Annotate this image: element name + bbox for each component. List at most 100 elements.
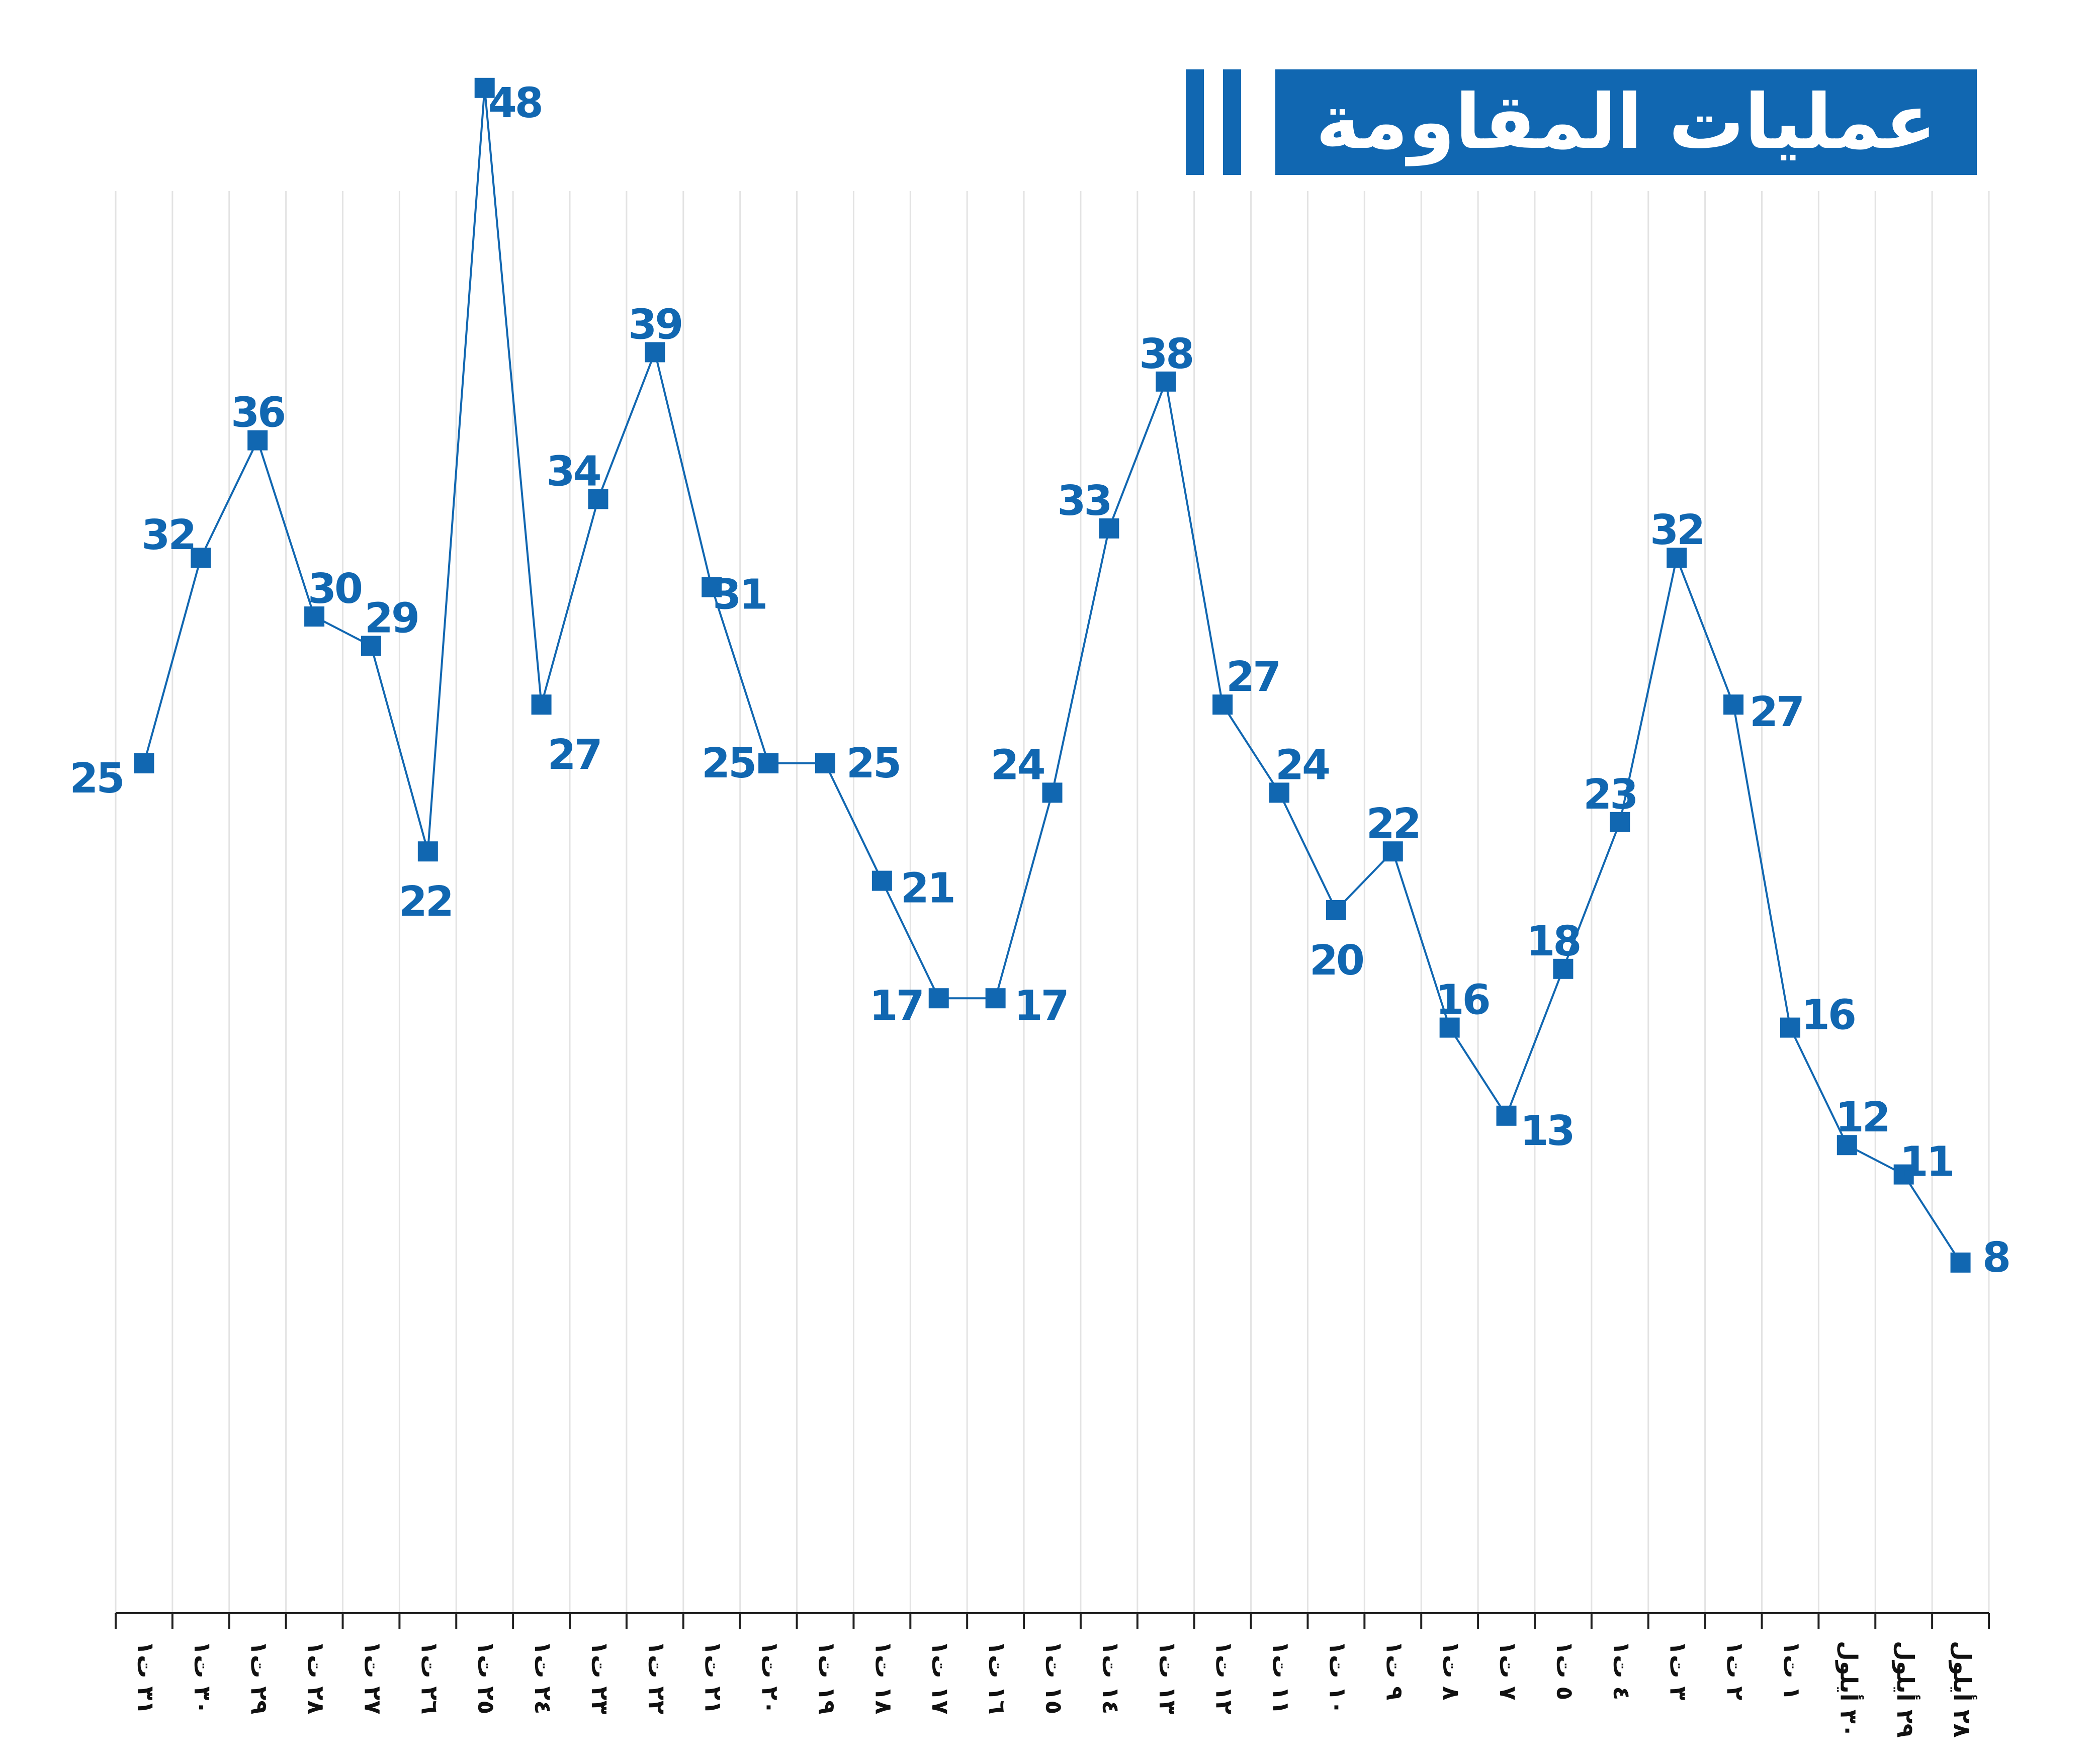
x-tick-label: ١٦ ت١	[984, 1641, 1011, 1714]
data-point-marker	[1382, 841, 1403, 862]
chart-title: عمليات المقاومة	[1316, 78, 1937, 166]
data-point-marker	[1156, 371, 1176, 392]
x-tick-label: ٧ ت١	[1495, 1641, 1522, 1700]
data-value-label: 32	[141, 511, 195, 559]
x-tick-label: ١٤ ت١	[1097, 1641, 1124, 1714]
data-point-marker	[1042, 782, 1063, 803]
data-value-label: 12	[1836, 1094, 1889, 1141]
x-tick-label: ٣٠ أيلول	[1835, 1641, 1864, 1738]
data-point-marker	[134, 753, 154, 773]
data-value-label: 34	[546, 448, 600, 495]
x-tick-label: ٣ ت١	[1665, 1641, 1692, 1700]
data-value-label: 27	[1750, 688, 1803, 736]
data-point-marker	[645, 342, 665, 363]
data-value-label: 24	[1275, 741, 1329, 789]
data-point-marker	[474, 77, 495, 98]
x-tick-label: ٢٤ ت١	[530, 1641, 557, 1714]
x-tick-label: ١٢ ت١	[1211, 1641, 1238, 1714]
data-point-marker	[1326, 900, 1346, 920]
data-value-label: 17	[869, 982, 923, 1030]
x-tick-label: ١٠ ت١	[1324, 1641, 1351, 1714]
data-point-marker	[985, 988, 1006, 1009]
data-point-marker	[247, 430, 268, 451]
data-point-marker	[1893, 1164, 1914, 1185]
data-point-marker	[417, 841, 438, 862]
x-tick-label: ١٩ ت١	[813, 1641, 840, 1714]
data-point-marker	[815, 753, 835, 773]
x-tick-label: ١٧ ت١	[927, 1641, 954, 1714]
data-value-label: 27	[1226, 653, 1279, 701]
data-point-marker	[871, 870, 892, 891]
x-tick-label: ٢٨ ت١	[303, 1641, 330, 1714]
x-tick-label: ٢ ت١	[1722, 1641, 1749, 1700]
chart-title-banner: عمليات المقاومة	[1275, 69, 1977, 175]
data-value-label: 25	[846, 740, 900, 787]
data-value-label: 25	[702, 740, 755, 787]
data-value-label: 25	[69, 755, 123, 803]
data-value-label: 27	[548, 731, 601, 779]
data-point-marker	[702, 577, 722, 597]
title-stripe-right	[1223, 69, 1241, 175]
x-tick-label: ١٥ ت١	[1040, 1641, 1068, 1714]
x-tick-label: ٢٨ أيلول	[1949, 1641, 1977, 1738]
x-tick-label: ٢٢ ت١	[643, 1641, 670, 1714]
data-point-marker	[1496, 1105, 1517, 1126]
data-value-label: 11	[1900, 1138, 1953, 1186]
data-value-label: 30	[308, 565, 362, 613]
data-point-marker	[304, 606, 325, 627]
x-tick-label: ٢٦ ت١	[416, 1641, 443, 1714]
data-point-marker	[588, 489, 608, 509]
data-value-label: 17	[1014, 982, 1068, 1030]
data-value-label: 20	[1309, 937, 1363, 985]
data-value-label: 29	[365, 594, 418, 642]
title-stripe-left	[1186, 69, 1204, 175]
data-point-marker	[361, 636, 381, 656]
data-value-label: 8	[1982, 1234, 2009, 1282]
data-value-label: 36	[231, 389, 284, 437]
data-point-marker	[1610, 812, 1630, 832]
x-tick-label: ١٣ ت١	[1154, 1641, 1181, 1714]
x-tick-label: ٤ ت١	[1608, 1641, 1635, 1700]
data-value-label: 24	[990, 741, 1044, 789]
x-tick-label: ٨ ت١	[1438, 1641, 1465, 1700]
data-point-marker	[1667, 548, 1687, 568]
x-tick-label: ٣١ ت١	[132, 1641, 159, 1714]
x-tick-label: ٢٣ ت١	[586, 1641, 614, 1714]
data-point-marker	[758, 753, 779, 773]
data-value-label: 38	[1139, 330, 1192, 378]
data-point-marker	[1950, 1252, 1971, 1273]
series-line	[143, 87, 1962, 1263]
data-value-label: 39	[628, 301, 681, 348]
data-point-marker	[1269, 782, 1290, 803]
data-value-label: 32	[1650, 506, 1703, 554]
x-tick-label: ٢٥ ت١	[473, 1641, 500, 1714]
data-value-label: 31	[713, 571, 766, 619]
data-point-marker	[191, 548, 211, 568]
data-point-marker	[1212, 694, 1233, 715]
x-tick-label: ١١ ت١	[1268, 1641, 1295, 1714]
x-tick-label: ٢٩ ت١	[246, 1641, 273, 1714]
data-value-label: 22	[1366, 800, 1420, 848]
data-value-label: 13	[1520, 1107, 1573, 1155]
data-value-label: 22	[399, 878, 452, 926]
x-tick-label: ٩ ت١	[1381, 1641, 1408, 1700]
data-value-label: 23	[1583, 771, 1636, 819]
data-value-label: 16	[1436, 977, 1489, 1024]
x-tick-label: ٢٠ ت١	[757, 1641, 784, 1714]
x-tick-label: ١٨ ت١	[870, 1641, 897, 1714]
data-value-label: 18	[1526, 918, 1580, 965]
x-tick-label: ٢١ ت١	[700, 1641, 727, 1714]
data-point-marker	[531, 694, 552, 715]
data-point-marker	[1553, 958, 1574, 979]
data-point-marker	[928, 988, 949, 1009]
data-point-marker	[1837, 1135, 1857, 1156]
data-point-marker	[1439, 1017, 1460, 1038]
x-tick-label: ٢٧ ت١	[359, 1641, 386, 1714]
x-tick-label: ١ ت١	[1778, 1641, 1805, 1700]
data-point-marker	[1780, 1017, 1800, 1038]
x-tick-label: ٥ ت١	[1551, 1641, 1579, 1700]
data-value-label: 48	[488, 79, 542, 127]
data-point-marker	[1099, 518, 1119, 539]
